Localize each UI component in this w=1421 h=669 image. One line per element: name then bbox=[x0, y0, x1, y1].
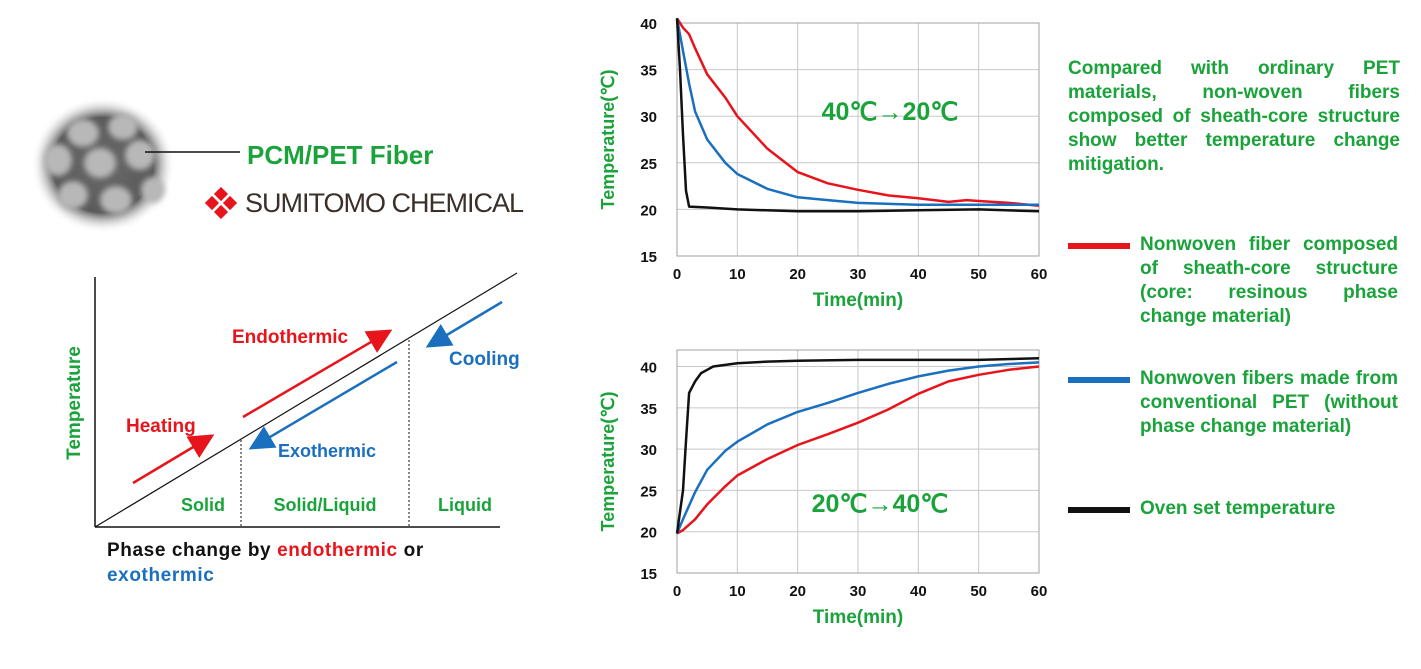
x-tick-label: 30 bbox=[850, 583, 867, 600]
x-tick-label: 20 bbox=[789, 266, 806, 283]
legend-item-black: Oven set temperature bbox=[1068, 497, 1398, 521]
plot-frame bbox=[676, 349, 1040, 574]
endothermic-label: Endothermic bbox=[232, 327, 349, 348]
x-tick-label: 30 bbox=[850, 266, 867, 283]
phase-caption: Phase change by endothermic or exothermi… bbox=[107, 538, 527, 588]
x-axis-label: Time(min) bbox=[813, 607, 903, 628]
endothermic-arrow bbox=[242, 329, 393, 419]
series-line-1 bbox=[675, 18, 1039, 206]
fiber-cross-section-image bbox=[31, 97, 175, 233]
fiber-label: PCM/PET Fiber bbox=[247, 140, 434, 170]
phase-curve bbox=[94, 272, 518, 528]
series-line-0 bbox=[676, 365, 1040, 535]
x-tick-label: 40 bbox=[910, 583, 927, 600]
legend-item-blue: Nonwoven fibers made from conventional P… bbox=[1068, 367, 1398, 439]
y-tick-label: 15 bbox=[640, 249, 657, 266]
legend-swatch-blue bbox=[1068, 377, 1130, 383]
heating-label: Heating bbox=[126, 416, 196, 437]
logo-text: SUMITOMO CHEMICAL bbox=[245, 187, 524, 218]
legend-swatch-red bbox=[1068, 243, 1130, 249]
x-tick-label: 50 bbox=[970, 583, 987, 600]
chart-annotation: 20℃→40℃ bbox=[812, 490, 949, 518]
x-tick-label: 10 bbox=[729, 583, 746, 600]
caption-endothermic: endothermic bbox=[277, 540, 398, 561]
pointer-line bbox=[145, 151, 240, 153]
y-tick-label: 20 bbox=[640, 202, 657, 219]
y-tick-label: 35 bbox=[640, 401, 657, 418]
sumitomo-logo: SUMITOMO CHEMICAL bbox=[205, 185, 524, 221]
series-line-2 bbox=[675, 357, 1040, 534]
legend-label-red: Nonwoven fiber composed of sheath-core s… bbox=[1140, 234, 1398, 327]
series-line-0 bbox=[675, 17, 1040, 207]
legend-item-red: Nonwoven fiber composed of sheath-core s… bbox=[1068, 233, 1398, 329]
heating-arrow bbox=[132, 434, 215, 485]
exothermic-arrow bbox=[248, 360, 398, 450]
description-text: Compared with ordinary PET materials, no… bbox=[1068, 58, 1400, 175]
y-tick-label: 20 bbox=[640, 525, 657, 542]
sumitomo-logo-mark bbox=[205, 187, 237, 219]
y-tick-label: 40 bbox=[640, 16, 657, 33]
x-tick-label: 60 bbox=[1031, 583, 1048, 600]
x-tick-label: 20 bbox=[789, 583, 806, 600]
y-tick-label: 30 bbox=[640, 442, 657, 459]
y-tick-label: 35 bbox=[640, 63, 657, 80]
y-tick-label: 15 bbox=[640, 566, 657, 583]
series-line-1 bbox=[675, 361, 1040, 534]
legend-label-black: Oven set temperature bbox=[1140, 498, 1336, 519]
cooling-label: Cooling bbox=[449, 349, 520, 370]
region-solid-liquid: Solid/Liquid bbox=[274, 495, 377, 515]
phase-diagram: Temperature Solid Solid/Liquid Liquid He… bbox=[64, 272, 520, 528]
x-tick-label: 60 bbox=[1031, 266, 1048, 283]
legend-swatch-black bbox=[1068, 507, 1130, 513]
caption-or: or bbox=[397, 540, 430, 561]
region-liquid: Liquid bbox=[438, 495, 492, 515]
caption-prefix: Phase change by bbox=[107, 540, 278, 561]
series-line-2 bbox=[675, 18, 1040, 213]
x-axis-label: Time(min) bbox=[813, 290, 903, 311]
y-tick-label: 25 bbox=[640, 156, 657, 173]
cooling-arrow bbox=[425, 300, 503, 348]
x-tick-label: 0 bbox=[673, 583, 681, 600]
y-tick-label: 40 bbox=[640, 360, 657, 377]
heating-chart: 15 20 25 30 35 40 0 10 20 30 40 50 60 Time(min) Temper… bbox=[598, 349, 1048, 628]
cooling-chart: 15 20 25 30 35 40 0 10 20 30 40 50 60 Time(min) Temper… bbox=[598, 16, 1048, 311]
x-tick-label: 10 bbox=[729, 266, 746, 283]
y-axis-label: Temperature(℃) bbox=[598, 392, 618, 532]
y-tick-label: 30 bbox=[640, 109, 657, 126]
x-tick-label: 50 bbox=[970, 266, 987, 283]
phase-y-axis-label: Temperature bbox=[64, 346, 85, 460]
x-tick-label: 0 bbox=[673, 266, 681, 283]
legend-label-blue: Nonwoven fibers made from conventional P… bbox=[1140, 368, 1398, 437]
y-tick-label: 25 bbox=[640, 483, 657, 500]
caption-exothermic: exothermic bbox=[107, 565, 215, 586]
chart-annotation: 40℃→20℃ bbox=[822, 98, 959, 126]
plot-frame bbox=[676, 22, 1040, 257]
exothermic-label: Exothermic bbox=[278, 441, 376, 461]
y-axis-label: Temperature(℃) bbox=[598, 70, 618, 210]
region-solid: Solid bbox=[181, 495, 225, 515]
x-tick-label: 40 bbox=[910, 266, 927, 283]
